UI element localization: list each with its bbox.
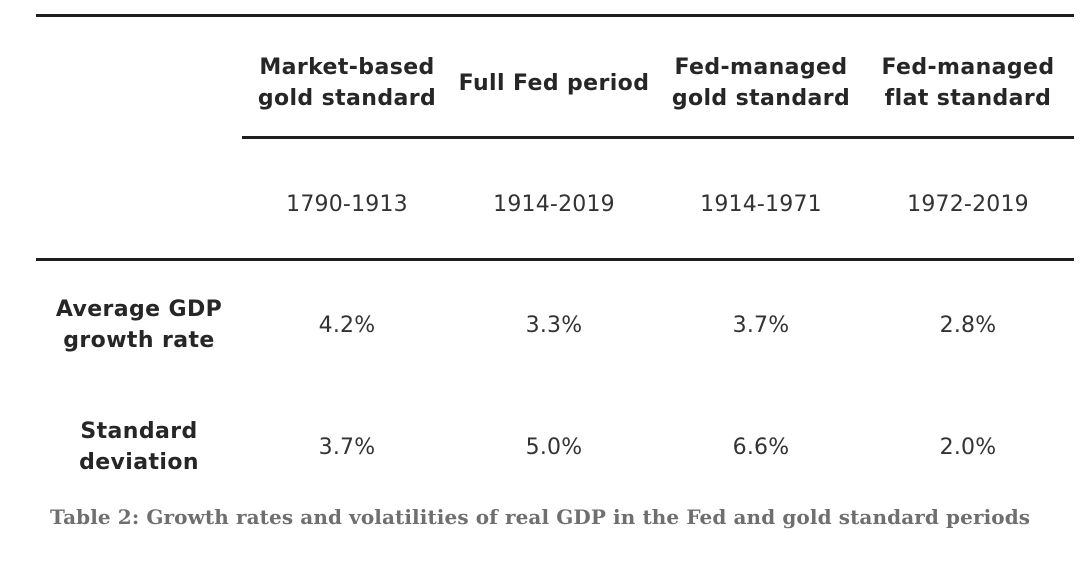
table-caption: Table 2: Growth rates and volatilities o… (50, 505, 1031, 529)
table-cell: 5.0% (525, 434, 583, 460)
period-cell: 1914-1971 (700, 191, 822, 217)
period-rule (36, 258, 1074, 261)
col-header-full-fed-period: Full Fed period (458, 70, 650, 96)
period-cell: 1914-2019 (493, 191, 615, 217)
table-cell: 6.6% (732, 434, 790, 460)
table-cell: 3.7% (318, 434, 376, 460)
table-cell: 2.0% (939, 434, 997, 460)
table-cell: 4.2% (318, 312, 376, 338)
col-header-fed-managed-gold: Fed-managed gold standard (671, 55, 851, 111)
col-header-market-based-gold: Market-based gold standard (257, 55, 437, 111)
period-cell: 1790-1913 (286, 191, 408, 217)
row-header-standard-deviation: Standard deviation (79, 419, 199, 475)
table-top-rule (36, 14, 1074, 17)
table-cell: 2.8% (939, 312, 997, 338)
table-cell: 3.3% (525, 312, 583, 338)
period-cell: 1972-2019 (907, 191, 1029, 217)
table-cell: 3.7% (732, 312, 790, 338)
header-rule (242, 136, 1074, 139)
col-header-fed-managed-flat: Fed-managed flat standard (881, 55, 1055, 111)
row-header-average-gdp-growth: Average GDP growth rate (55, 297, 223, 353)
